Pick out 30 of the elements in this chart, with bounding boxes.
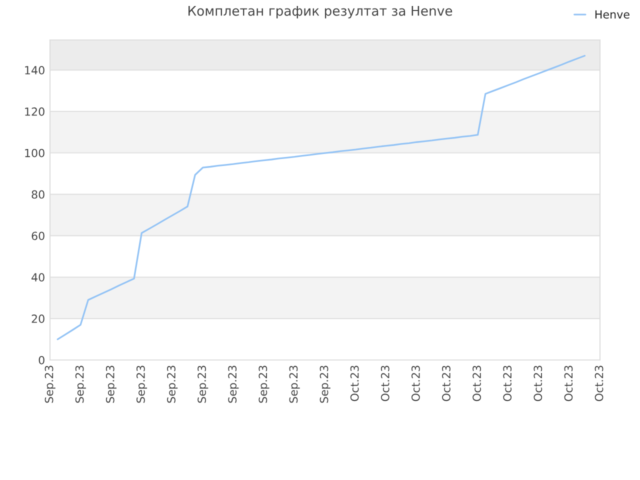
y-tick-label: 20 bbox=[32, 314, 44, 323]
x-tick-label: Oct.23 bbox=[503, 366, 512, 402]
x-tick-label: Sep.23 bbox=[320, 366, 330, 403]
x-tick-label: Sep.23 bbox=[136, 366, 148, 403]
y-tick-label: 140 bbox=[25, 66, 44, 74]
x-tick-label: Oct.23 bbox=[380, 366, 390, 402]
y-tick-label: 40 bbox=[32, 273, 44, 282]
y-tick-label: 80 bbox=[32, 190, 44, 199]
line-series bbox=[56, 54, 586, 340]
x-tick-label: Oct.23 bbox=[564, 366, 573, 402]
x-tick-label: Oct.23 bbox=[594, 366, 604, 402]
x-tick-label: Sep.23 bbox=[198, 366, 208, 403]
x-tick-label: Sep.23 bbox=[167, 366, 178, 403]
x-tick-label: Sep.23 bbox=[228, 366, 239, 403]
x-tick-label: Oct.23 bbox=[534, 366, 542, 402]
x-tick-label: Sep.23 bbox=[75, 366, 86, 403]
legend-label: Henve bbox=[595, 10, 630, 19]
y-tick-label: 120 bbox=[25, 107, 44, 116]
y-tick-label: 100 bbox=[25, 148, 44, 158]
x-tick-label: Oct.23 bbox=[442, 366, 450, 402]
x-tick-label: Sep.23 bbox=[106, 366, 116, 403]
chart-title: Комплетан график резултат за Henve bbox=[188, 6, 452, 18]
y-tick-label: 60 bbox=[32, 232, 44, 240]
x-tick-label: Oct.23 bbox=[472, 366, 481, 402]
x-tick-label: Sep.23 bbox=[258, 366, 270, 403]
x-tick-label: Oct.23 bbox=[350, 366, 359, 402]
x-tick-label: Oct.23 bbox=[411, 366, 420, 402]
y-tick-label: 0 bbox=[38, 356, 44, 364]
x-tick-label: Sep.23 bbox=[44, 366, 56, 403]
x-tick-label: Sep.23 bbox=[289, 366, 300, 403]
